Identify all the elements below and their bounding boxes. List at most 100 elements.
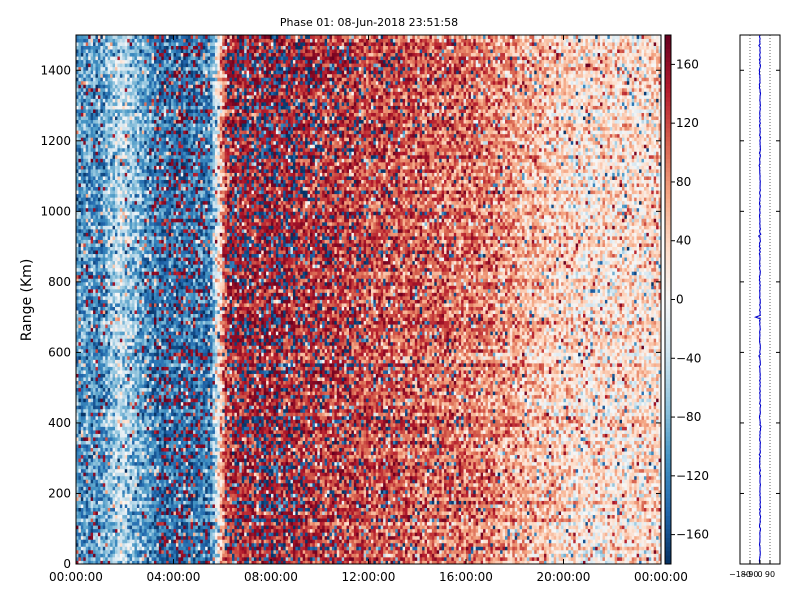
heatmap-cell: [125, 204, 128, 208]
heatmap-cell: [91, 423, 94, 427]
heatmap-cell: [103, 141, 106, 145]
heatmap-cell: [83, 465, 86, 469]
heatmap-cell: [110, 307, 113, 311]
heatmap-cell: [117, 70, 120, 74]
heatmap-cell: [125, 250, 128, 254]
heatmap-cell: [144, 151, 147, 155]
heatmap-cell: [93, 522, 96, 526]
heatmap-cell: [88, 183, 91, 187]
heatmap-cell: [113, 412, 116, 416]
heatmap-cell: [120, 218, 123, 222]
heatmap-cell: [137, 335, 140, 339]
heatmap-cell: [142, 324, 145, 328]
heatmap-cell: [113, 543, 116, 547]
heatmap-cell: [139, 148, 142, 152]
heatmap-cell: [100, 211, 103, 215]
heatmap-cell: [147, 504, 150, 508]
heatmap-cell: [137, 402, 140, 406]
heatmap-cell: [139, 56, 142, 60]
heatmap-cell: [125, 349, 128, 353]
heatmap-cell: [86, 127, 89, 131]
heatmap-cell: [115, 158, 118, 162]
heatmap-cell: [154, 395, 157, 399]
heatmap-cell: [139, 95, 142, 99]
heatmap-cell: [152, 416, 155, 420]
heatmap-cell: [78, 155, 81, 159]
heatmap-cell: [81, 278, 84, 282]
heatmap-cell: [86, 292, 89, 296]
heatmap-cell: [125, 116, 128, 120]
heatmap-cell: [78, 416, 81, 420]
heatmap-cell: [78, 275, 81, 279]
heatmap-cell: [100, 271, 103, 275]
heatmap-cell: [86, 363, 89, 367]
heatmap-cell: [156, 515, 159, 519]
heatmap-cell: [130, 289, 133, 293]
heatmap-cell: [81, 70, 84, 74]
heatmap-cell: [156, 444, 159, 448]
heatmap-cell: [120, 257, 123, 261]
heatmap-cell: [142, 557, 145, 561]
heatmap-cell: [139, 190, 142, 194]
heatmap-cell: [137, 190, 140, 194]
heatmap-cell: [147, 91, 150, 95]
heatmap-cell: [125, 173, 128, 177]
heatmap-cell: [117, 271, 120, 275]
heatmap-cell: [147, 190, 150, 194]
heatmap-cell: [120, 60, 123, 64]
heatmap-cell: [117, 486, 120, 490]
heatmap-cell: [110, 462, 113, 466]
heatmap-cell: [122, 70, 125, 74]
heatmap-cell: [144, 388, 147, 392]
heatmap-cell: [105, 328, 108, 332]
heatmap-cell: [100, 476, 103, 480]
heatmap-cell: [96, 462, 99, 466]
heatmap-cell: [91, 458, 94, 462]
heatmap-cell: [86, 113, 89, 117]
heatmap-cell: [117, 472, 120, 476]
heatmap-cell: [152, 278, 155, 282]
heatmap-cell: [137, 349, 140, 353]
heatmap-cell: [125, 46, 128, 50]
heatmap-cell: [110, 116, 113, 120]
heatmap-cell: [115, 349, 118, 353]
heatmap-cell: [78, 314, 81, 318]
heatmap-cell: [88, 324, 91, 328]
heatmap-cell: [78, 88, 81, 92]
heatmap-cell: [135, 317, 138, 321]
heatmap-cell: [130, 511, 133, 515]
heatmap-cell: [147, 155, 150, 159]
heatmap-cell: [105, 285, 108, 289]
heatmap-cell: [139, 232, 142, 236]
heatmap-cell: [103, 165, 106, 169]
heatmap-cell: [144, 476, 147, 480]
heatmap-cell: [137, 557, 140, 561]
heatmap-cell: [139, 98, 142, 102]
heatmap-cell: [105, 511, 108, 515]
heatmap-cell: [144, 247, 147, 251]
heatmap-cell: [130, 250, 133, 254]
heatmap-cell: [88, 67, 91, 71]
heatmap-cell: [98, 395, 101, 399]
heatmap-cell: [130, 215, 133, 219]
heatmap-cell: [135, 384, 138, 388]
heatmap-cell: [120, 176, 123, 180]
heatmap-cell: [81, 426, 84, 430]
heatmap-cell: [142, 458, 145, 462]
heatmap-cell: [88, 486, 91, 490]
heatmap-cell: [105, 91, 108, 95]
heatmap-cell: [120, 511, 123, 515]
heatmap-cell: [115, 412, 118, 416]
heatmap-cell: [117, 60, 120, 64]
heatmap-cell: [137, 113, 140, 117]
heatmap-cell: [103, 391, 106, 395]
heatmap-cell: [156, 437, 159, 441]
heatmap-cell: [135, 275, 138, 279]
heatmap-cell: [137, 148, 140, 152]
heatmap-cell: [137, 35, 140, 39]
heatmap-cell: [122, 169, 125, 173]
heatmap-cell: [91, 35, 94, 39]
heatmap-cell: [115, 162, 118, 166]
heatmap-cell: [86, 328, 89, 332]
heatmap-cell: [135, 504, 138, 508]
